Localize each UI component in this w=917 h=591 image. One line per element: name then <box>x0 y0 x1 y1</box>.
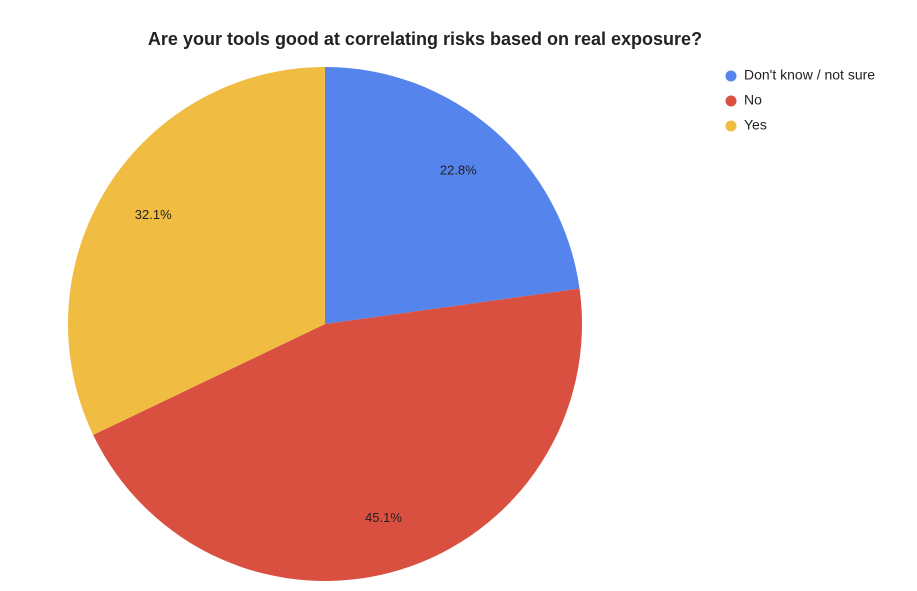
legend-marker <box>725 70 737 82</box>
chart-title: Are your tools good at correlating risks… <box>148 29 702 49</box>
legend-marker <box>725 120 737 132</box>
legend-label: Don't know / not sure <box>744 67 875 83</box>
pie-slice <box>93 288 582 581</box>
data-label: 32.1% <box>135 207 172 222</box>
pie-slice <box>325 67 580 324</box>
data-label: 45.1% <box>365 510 402 525</box>
data-label: 22.8% <box>440 162 477 177</box>
pie-slice <box>68 67 326 435</box>
legend-label: Yes <box>744 117 767 133</box>
legend-label: No <box>744 92 762 108</box>
legend-marker <box>725 95 737 107</box>
